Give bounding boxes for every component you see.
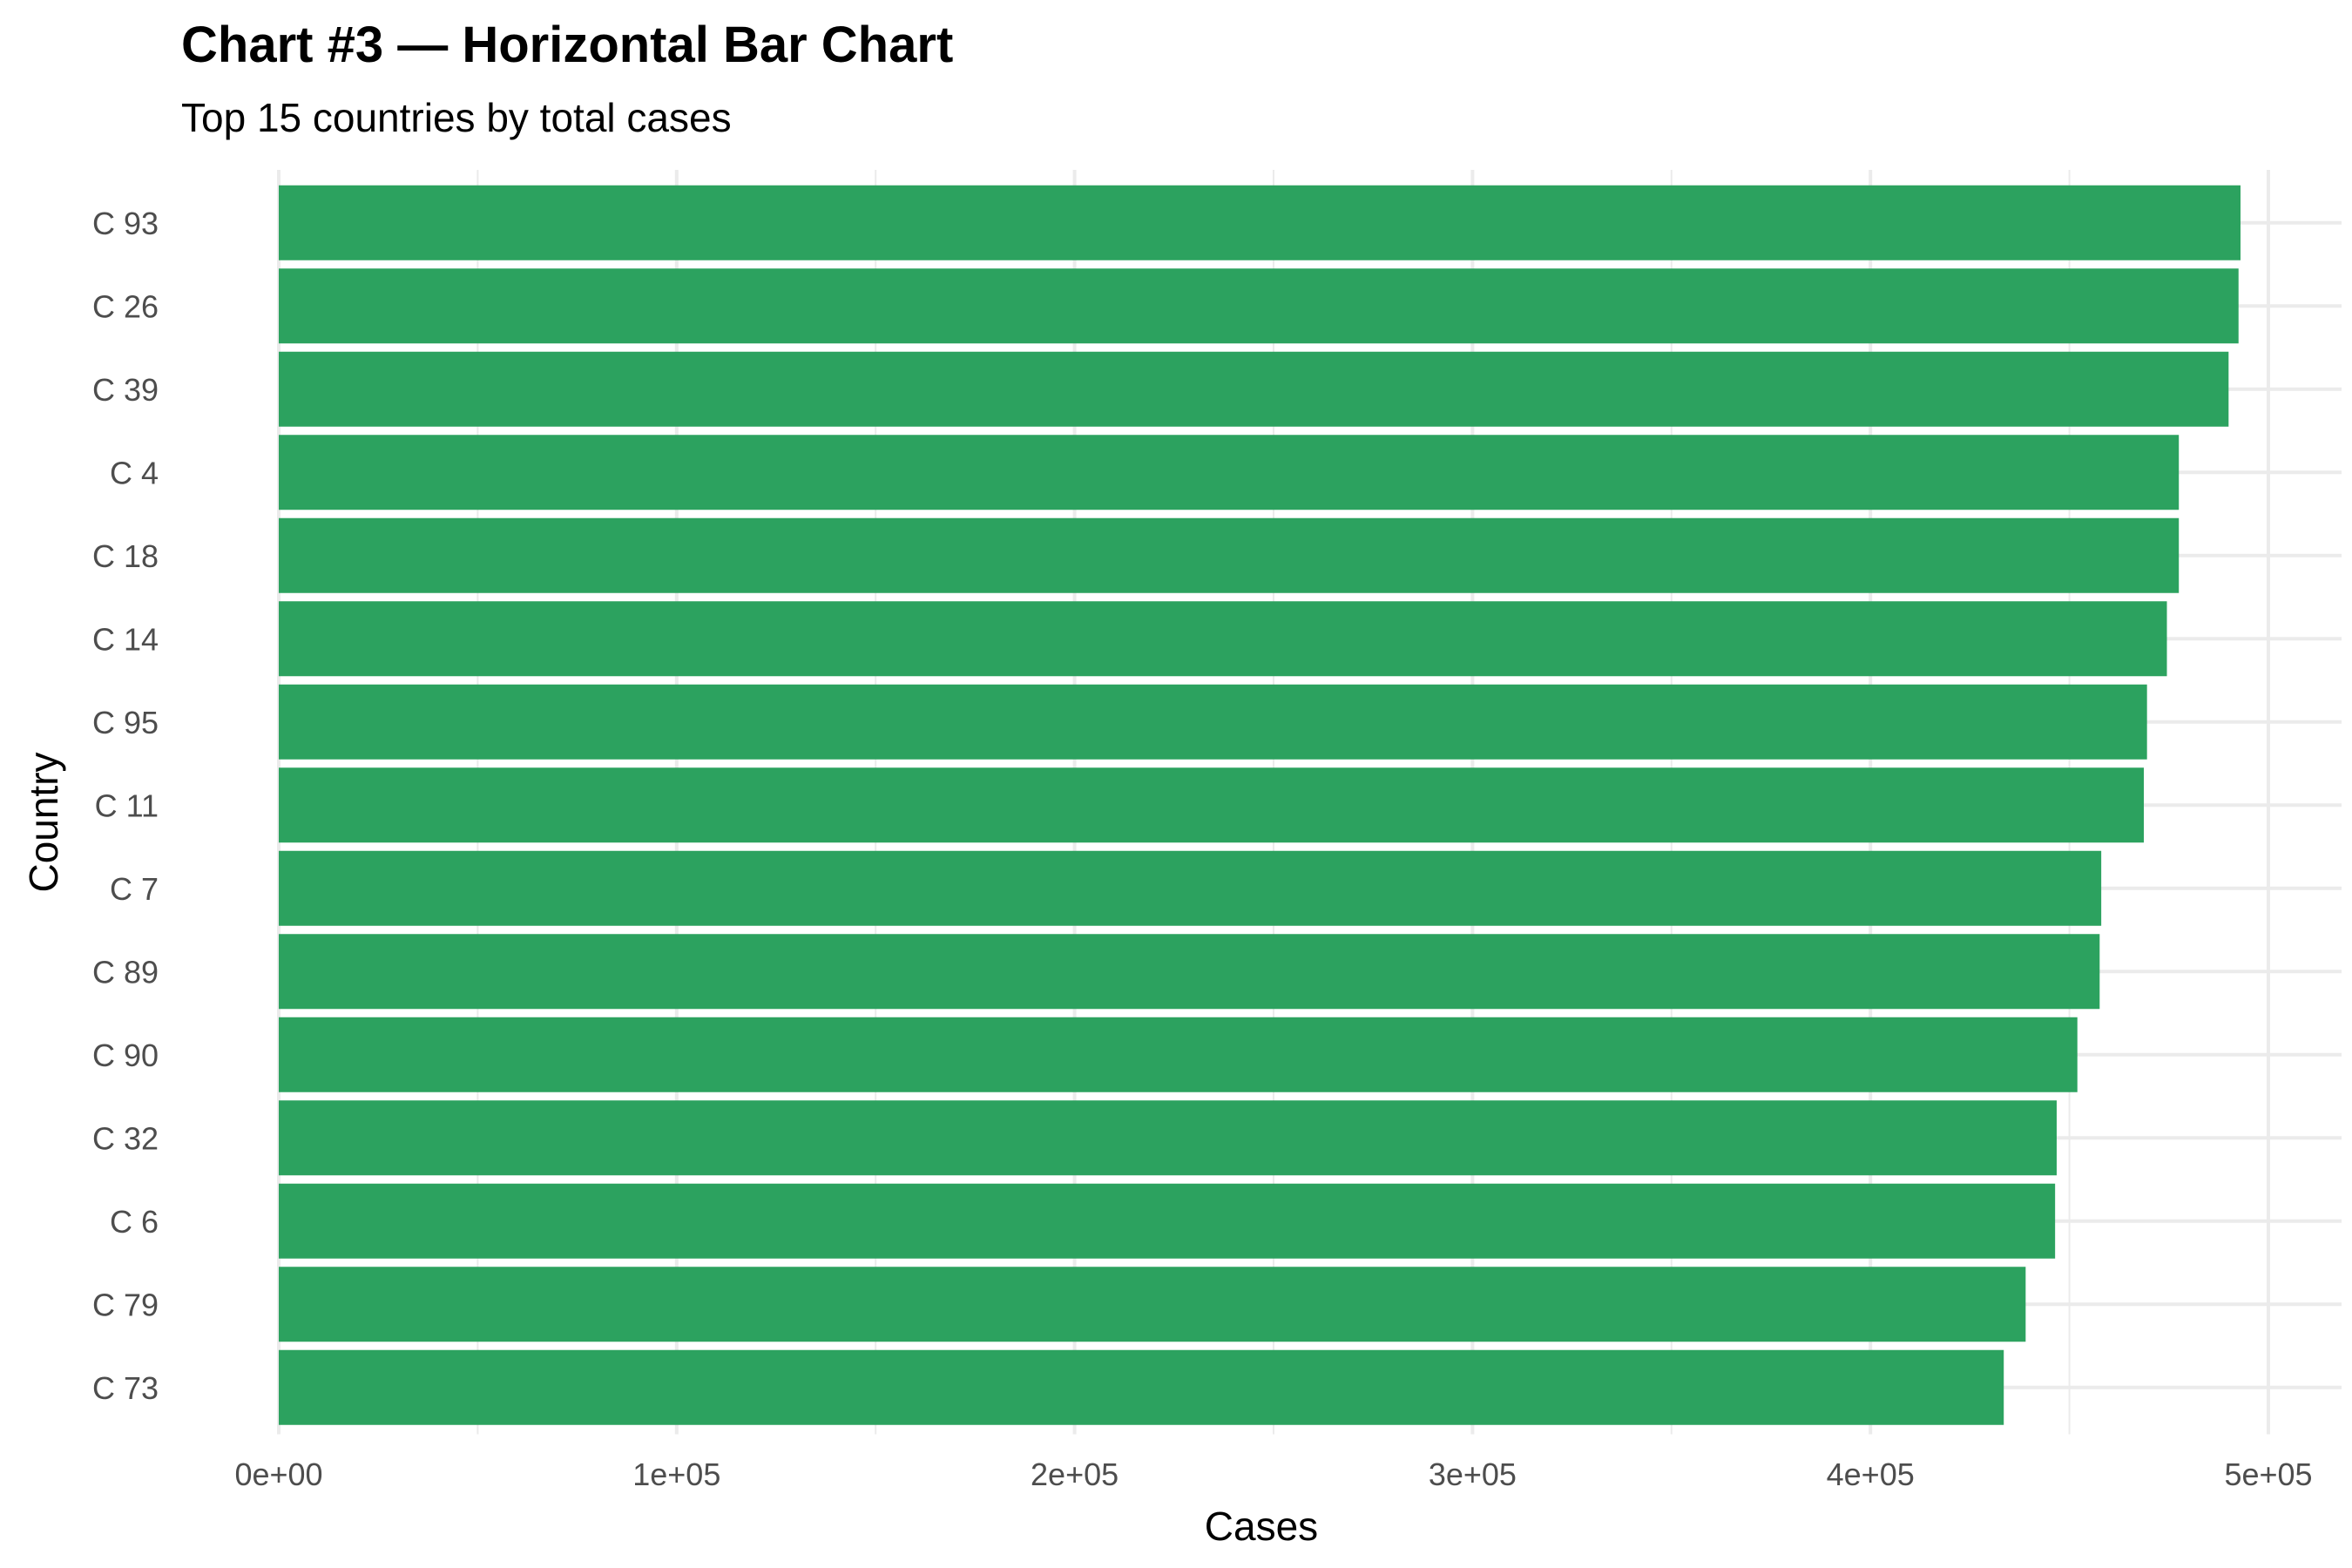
y-tick-label: C 90 [92, 1037, 159, 1073]
y-axis-tick-labels: C 93 C 26 C 39 C 4 C 18 C 14 C 95 C 11 C 7 C 89 C … [92, 206, 159, 1406]
bar-c-7 [279, 850, 2102, 926]
y-tick-label: C 7 [110, 871, 159, 907]
x-axis-title: Cases [1205, 1504, 1318, 1549]
chart-title: Chart #3 — Horizontal Bar Chart [181, 17, 954, 73]
y-tick-label: C 6 [110, 1204, 159, 1240]
bar-c-73 [279, 1349, 2004, 1425]
bar-c-11 [279, 767, 2145, 843]
bar-c-95 [279, 684, 2147, 760]
x-tick-label: 1e+05 [632, 1456, 720, 1492]
y-tick-label: C 93 [92, 206, 159, 241]
bar-c-14 [279, 601, 2167, 677]
y-axis-title: Country [21, 752, 66, 892]
bar-c-18 [279, 517, 2180, 593]
x-tick-label: 5e+05 [2224, 1456, 2312, 1492]
y-tick-label: C 89 [92, 954, 159, 990]
chart-subtitle: Top 15 countries by total cases [181, 95, 732, 140]
y-tick-label: C 11 [95, 787, 159, 823]
y-tick-label: C 14 [92, 621, 159, 657]
y-tick-label: C 4 [110, 455, 159, 490]
x-tick-label: 2e+05 [1031, 1456, 1119, 1492]
bar-c-6 [279, 1183, 2056, 1259]
y-tick-label: C 79 [92, 1287, 159, 1322]
y-tick-label: C 32 [92, 1120, 159, 1156]
x-tick-label: 4e+05 [1827, 1456, 1915, 1492]
y-tick-label: C 73 [92, 1370, 159, 1406]
bar-c-4 [279, 435, 2180, 510]
bars [279, 185, 2241, 1425]
bar-c-26 [279, 268, 2239, 344]
bar-c-93 [279, 185, 2241, 260]
y-tick-label: C 39 [92, 372, 159, 408]
x-tick-label: 3e+05 [1429, 1456, 1517, 1492]
bar-c-32 [279, 1100, 2057, 1176]
bar-c-89 [279, 934, 2100, 1010]
x-tick-label: 0e+00 [234, 1456, 322, 1492]
bar-c-90 [279, 1017, 2078, 1092]
bar-c-39 [279, 351, 2229, 427]
y-tick-label: C 26 [92, 288, 159, 324]
bar-c-79 [279, 1267, 2026, 1342]
y-tick-label: C 95 [92, 705, 159, 740]
x-axis-tick-labels: 0e+00 1e+05 2e+05 3e+05 4e+05 5e+05 [234, 1456, 2312, 1492]
y-tick-label: C 18 [92, 538, 159, 574]
